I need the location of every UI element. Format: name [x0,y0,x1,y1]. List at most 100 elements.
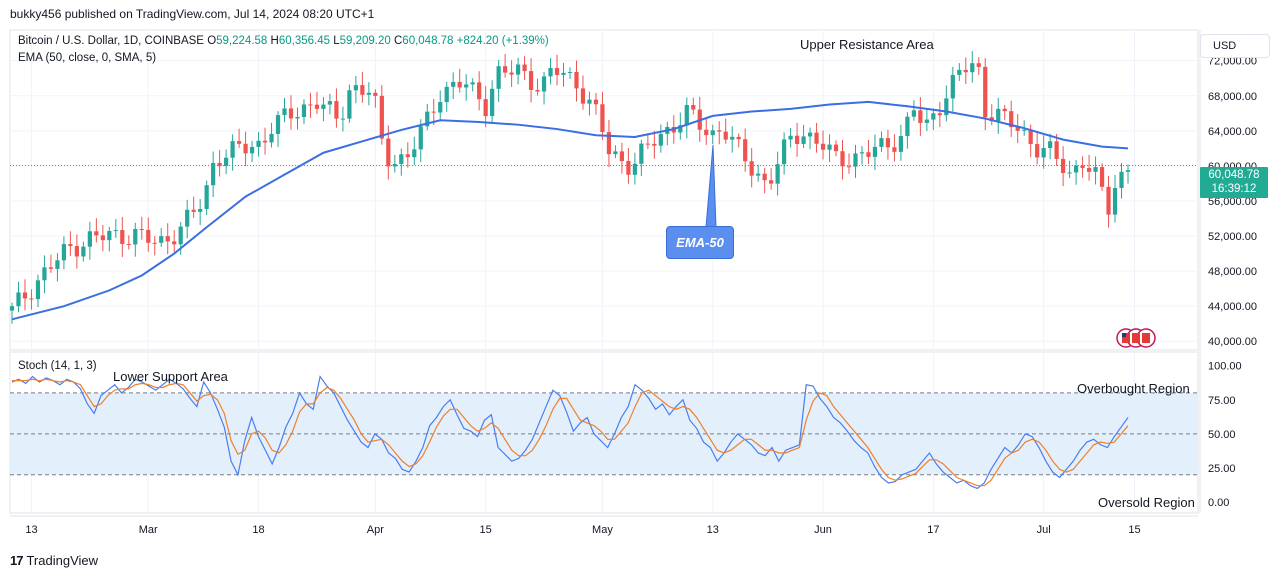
symbol-name: Bitcoin / U.S. Dollar, 1D, COINBASE [18,35,204,47]
upper-resistance-label: Upper Resistance Area [800,37,934,52]
candle-body [1067,172,1072,174]
close-label: C [393,35,403,47]
candle-body [963,69,968,73]
candle-body [74,246,79,257]
currency-button[interactable]: USD [1200,34,1270,58]
candle-body [1048,141,1053,149]
candle-body [347,90,352,119]
candle-body [937,113,942,116]
candle-body [1061,158,1066,174]
candle-body [950,74,955,99]
candle-body [769,180,774,184]
candle-body [314,104,320,109]
candle-body [924,119,929,123]
candle-body [756,173,761,176]
candle-body [983,66,988,118]
candle-body [9,306,15,311]
candle-body [477,82,482,100]
candle-body [373,92,378,96]
candle-body [606,132,612,155]
candle-body [859,152,865,154]
symbol-legend[interactable]: Bitcoin / U.S. Dollar, 1D, COINBASE O59,… [18,35,549,47]
candle-body [275,115,281,134]
candle-body [444,86,449,103]
time-tick-label: 18 [252,524,264,536]
candle-body [684,104,689,126]
candle-body [1041,148,1046,158]
candle-body [159,236,164,243]
candle-body [652,143,657,146]
current-price: 60,048.78 [1208,169,1260,181]
candle-body [1106,186,1111,215]
low-label: L [333,35,340,47]
time-tick-label: 17 [927,524,939,536]
candle-body [236,141,242,144]
price-tick-label: 44,000.00 [1208,301,1257,313]
candle-body [658,133,663,146]
candle-body [269,133,274,143]
candle-body [898,136,904,152]
candle-body [386,138,391,167]
candle-body [515,64,521,75]
candle-body [996,108,1001,122]
price-tick-label: 72,000.00 [1208,56,1257,68]
candle-body [788,135,793,140]
candle-body [561,72,566,75]
candle-body [107,230,112,241]
candle-body [827,144,832,150]
candle-body [451,81,456,87]
candle-body [288,108,294,119]
candle-body [1015,127,1020,131]
candle-body [412,149,417,158]
candle-body [872,146,878,157]
candle-body [256,140,261,147]
candle-body [87,231,92,247]
candle-body [639,143,644,164]
candle-body [152,242,157,244]
candle-body [100,235,105,241]
candle-body [801,136,806,144]
candle-body [496,66,501,89]
candle-body [133,229,138,245]
candle-body [204,185,209,210]
candle-body [321,104,326,109]
candle-body [327,101,333,105]
open-value: 59,224.58 [216,35,268,47]
tradingview-brand: TradingView [26,553,99,568]
candle-body [509,72,514,75]
candle-body [379,95,384,139]
price-pane [9,29,1199,351]
candle-body [470,82,475,85]
candle-body [224,157,229,167]
candle-body [1002,108,1007,112]
ema-legend[interactable]: EMA (50, close, 0, SMA, 5) [18,52,157,64]
candle-body [308,104,313,106]
candle-body [911,110,916,117]
currency-flag-icon[interactable] [1116,328,1156,348]
candle-body [1028,129,1033,145]
candle-body [249,146,255,154]
time-tick-label: Apr [367,524,384,536]
candle-body [198,209,203,212]
candle-body [775,164,780,184]
candle-body [632,163,637,175]
candle-body [301,104,307,118]
candle-body [340,118,346,120]
tradingview-logo[interactable]: 17 TradingView [10,553,98,568]
high-label: H [270,35,279,47]
time-tick-label: 13 [25,524,37,536]
candle-body [567,71,573,73]
candle-body [548,67,553,77]
candle-body [1073,165,1079,173]
candle-body [334,101,339,119]
candle-body [535,89,540,92]
candle-body [593,99,599,105]
stoch-legend[interactable]: Stoch (14, 1, 3) [18,360,97,372]
stoch-k-line [11,375,1129,490]
candle-body [1119,171,1124,188]
candle-body [522,64,527,72]
candle-body [68,244,73,247]
candle-body [425,111,430,127]
candle-body [113,230,118,232]
